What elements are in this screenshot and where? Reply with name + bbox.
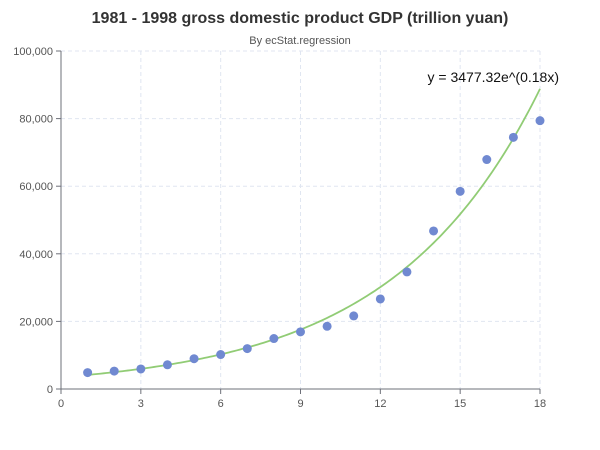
x-tick-label: 15 <box>454 398 466 410</box>
y-tick-label: 40,000 <box>19 249 53 261</box>
regression-curve <box>87 88 541 376</box>
data-point[interactable] <box>402 267 412 277</box>
x-tick-label: 6 <box>218 398 224 410</box>
data-point[interactable] <box>375 294 385 304</box>
data-point[interactable] <box>322 321 332 331</box>
data-point[interactable] <box>296 327 305 337</box>
y-tick-label: 0 <box>47 384 53 396</box>
data-point[interactable] <box>189 354 199 364</box>
data-point[interactable] <box>508 132 518 142</box>
data-point[interactable] <box>482 155 492 165</box>
data-points <box>83 116 545 378</box>
data-point[interactable] <box>455 186 465 196</box>
data-point[interactable] <box>429 226 439 236</box>
x-tick-label: 9 <box>297 398 303 410</box>
chart-title: 1981 - 1998 gross domestic product GDP (… <box>91 10 509 27</box>
tick-labels: 0 20,000 40,000 60,000 80,000 100,000 0 3 6 9 12 15… <box>13 46 546 410</box>
data-point[interactable] <box>349 311 359 321</box>
x-tick-label: 12 <box>374 398 386 410</box>
y-tick-label: 80,000 <box>19 114 53 126</box>
chart-subtitle: By ecStat.regression <box>249 35 351 47</box>
y-tick-label: 100,000 <box>13 46 53 58</box>
data-point[interactable] <box>216 350 226 360</box>
y-tick-label: 20,000 <box>19 316 53 328</box>
x-tick-label: 18 <box>534 398 546 410</box>
data-point[interactable] <box>535 116 545 126</box>
data-point[interactable] <box>109 366 119 376</box>
data-point[interactable] <box>83 368 93 378</box>
data-point[interactable] <box>136 364 146 374</box>
data-point[interactable] <box>242 344 252 354</box>
x-tick-label: 0 <box>58 398 64 410</box>
y-tick-label: 60,000 <box>19 181 53 193</box>
grid-lines <box>61 50 541 389</box>
data-point[interactable] <box>162 360 172 370</box>
x-tick-label: 3 <box>138 398 144 410</box>
data-point[interactable] <box>269 334 279 344</box>
regression-equation-label: y = 3477.32e^(0.18x) <box>428 69 560 85</box>
